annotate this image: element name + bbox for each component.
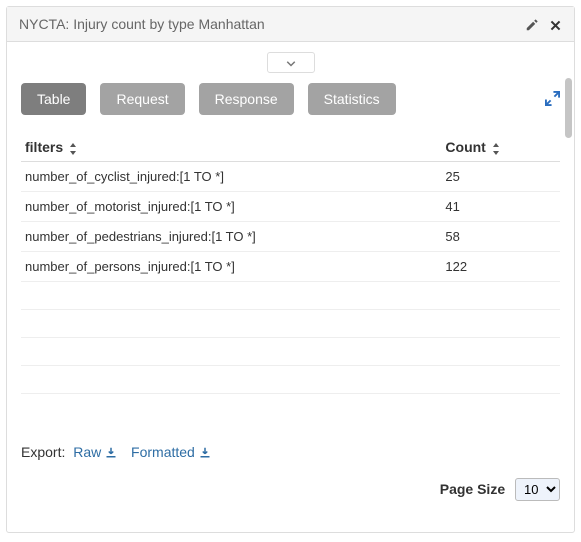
table-row: number_of_cyclist_injured:[1 TO *]25: [21, 161, 560, 191]
sort-icon: [69, 143, 77, 155]
download-icon: [199, 444, 211, 460]
cell-count: 122: [441, 251, 560, 281]
panel-header: NYCTA: Injury count by type Manhattan: [7, 7, 574, 42]
cell-filter: number_of_pedestrians_injured:[1 TO *]: [21, 221, 441, 251]
cell-filter: number_of_motorist_injured:[1 TO *]: [21, 191, 441, 221]
export-row: Export: Raw Formatted: [21, 444, 560, 460]
column-header-filters[interactable]: filters: [21, 133, 441, 162]
export-formatted-link[interactable]: Formatted: [131, 444, 211, 460]
empty-row: [21, 282, 560, 310]
collapse-toggle[interactable]: [267, 52, 315, 72]
column-header-count[interactable]: Count: [441, 133, 560, 162]
widget-panel: NYCTA: Injury count by type Manhattan Ta…: [6, 6, 575, 533]
export-formatted-label: Formatted: [131, 444, 195, 460]
export-raw-label: Raw: [73, 444, 101, 460]
tab-table[interactable]: Table: [21, 83, 86, 115]
cell-count: 58: [441, 221, 560, 251]
download-icon: [105, 444, 121, 460]
empty-rows: [21, 282, 560, 394]
tab-response[interactable]: Response: [199, 83, 294, 115]
cell-filter: number_of_persons_injured:[1 TO *]: [21, 251, 441, 281]
column-header-label: filters: [25, 139, 63, 155]
edit-icon[interactable]: [525, 16, 539, 32]
cell-filter: number_of_cyclist_injured:[1 TO *]: [21, 161, 441, 191]
cell-count: 25: [441, 161, 560, 191]
tab-toolbar: Table Request Response Statistics: [21, 83, 560, 115]
column-header-label: Count: [445, 139, 485, 155]
table-row: number_of_motorist_injured:[1 TO *]41: [21, 191, 560, 221]
pager: Page Size 10: [21, 478, 560, 501]
page-size-select[interactable]: 10: [515, 478, 560, 501]
empty-row: [21, 310, 560, 338]
empty-row: [21, 366, 560, 394]
results-table: filters Count number_of_cyclist_injured:…: [21, 133, 560, 282]
export-label: Export:: [21, 444, 65, 460]
sort-icon: [492, 143, 500, 155]
panel-title: NYCTA: Injury count by type Manhattan: [19, 16, 525, 32]
empty-row: [21, 338, 560, 366]
panel-body: Table Request Response Statistics filters C…: [7, 42, 574, 532]
cell-count: 41: [441, 191, 560, 221]
table-row: number_of_pedestrians_injured:[1 TO *]58: [21, 221, 560, 251]
close-icon[interactable]: [549, 16, 562, 32]
page-size-label: Page Size: [440, 481, 505, 497]
expand-icon[interactable]: [545, 90, 560, 108]
tab-statistics[interactable]: Statistics: [308, 83, 396, 115]
tab-request[interactable]: Request: [100, 83, 184, 115]
scrollbar[interactable]: [565, 78, 572, 138]
export-raw-link[interactable]: Raw: [73, 444, 121, 460]
chevron-down-icon: [284, 54, 298, 70]
table-row: number_of_persons_injured:[1 TO *]122: [21, 251, 560, 281]
